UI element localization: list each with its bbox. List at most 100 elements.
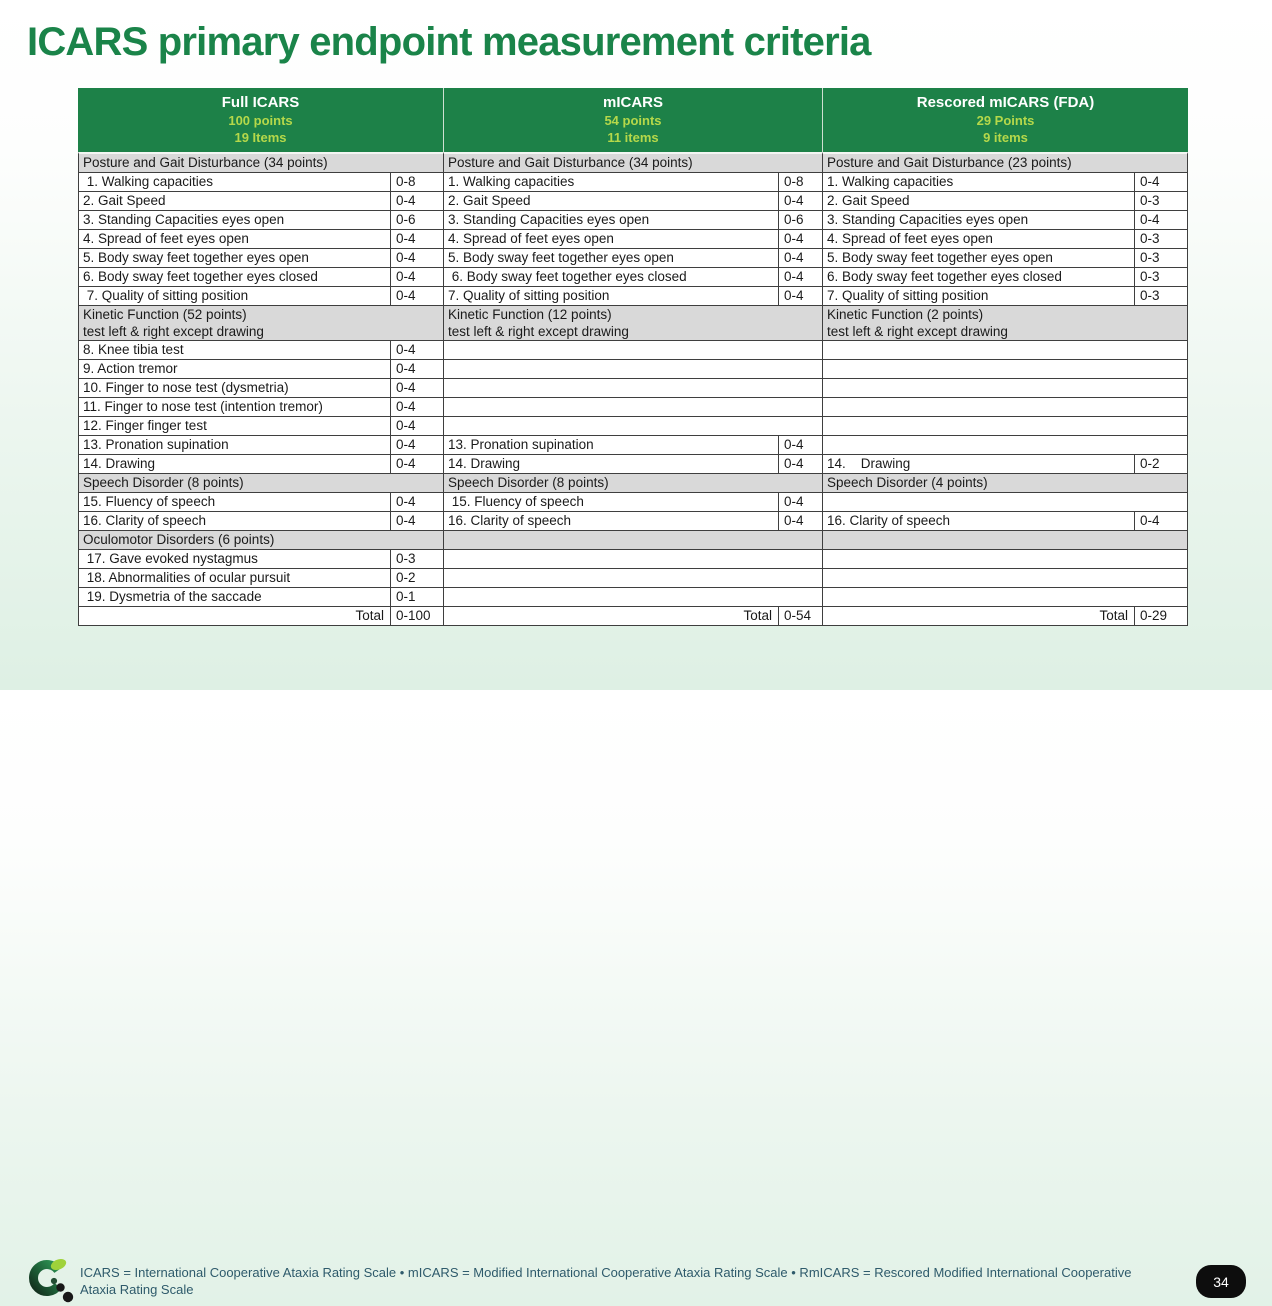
item-label: 9. Action tremor bbox=[83, 361, 178, 376]
item-label: 18. Abnormalities of ocular pursuit bbox=[83, 570, 291, 585]
item-row: 17. Gave evoked nystagmus 0-3 bbox=[79, 550, 443, 569]
item-row: 2. Gait Speed 0-4 bbox=[79, 192, 443, 211]
empty-cell bbox=[823, 417, 1187, 435]
column-title: Rescored mICARS (FDA) bbox=[916, 94, 1095, 111]
item-row: 14. Drawing 0-4 bbox=[79, 455, 443, 474]
empty-row bbox=[444, 588, 822, 607]
section-label bbox=[823, 531, 1187, 549]
total-label: Total bbox=[1099, 608, 1128, 623]
item-label: 11. Finger to nose test (intention tremo… bbox=[83, 399, 323, 414]
item-score-range: 0-2 bbox=[390, 569, 443, 587]
item-label: 6. Body sway feet together eyes closed bbox=[448, 269, 687, 284]
column-title: mICARS bbox=[602, 94, 663, 111]
item-label: 8. Knee tibia test bbox=[83, 342, 184, 357]
empty-row bbox=[444, 417, 822, 436]
item-row: 16. Clarity of speech 0-4 bbox=[823, 512, 1187, 531]
item-score-range: 0-4 bbox=[778, 455, 822, 473]
item-label: 5. Body sway feet together eyes open bbox=[448, 250, 674, 265]
empty-row bbox=[823, 569, 1187, 588]
empty-cell bbox=[823, 379, 1187, 397]
item-row: 11. Finger to nose test (intention tremo… bbox=[79, 398, 443, 417]
empty-cell bbox=[444, 341, 822, 359]
item-label: 16. Clarity of speech bbox=[448, 513, 572, 528]
section-label: Kinetic Function (12 points) test left &… bbox=[448, 307, 629, 339]
empty-cell bbox=[823, 398, 1187, 416]
item-label: 16. Clarity of speech bbox=[83, 513, 207, 528]
page-title: ICARS primary endpoint measurement crite… bbox=[27, 20, 871, 64]
item-label: 6. Body sway feet together eyes closed bbox=[827, 269, 1062, 284]
table-column-groups: Full ICARS 100 points 19 Items Posture and … bbox=[78, 88, 1188, 626]
empty-row bbox=[823, 360, 1187, 379]
column-points: 29 Points bbox=[976, 113, 1035, 128]
item-score-range: 0-4 bbox=[1134, 512, 1187, 530]
item-score-range: 0-6 bbox=[390, 211, 443, 229]
item-label: 14. Drawing bbox=[827, 456, 911, 471]
item-row: 7. Quality of sitting position 0-4 bbox=[79, 287, 443, 306]
column-points: 54 points bbox=[604, 113, 662, 128]
empty-cell bbox=[444, 588, 822, 606]
item-row: 13. Pronation supination 0-4 bbox=[444, 436, 822, 455]
item-row: 5. Body sway feet together eyes open 0-4 bbox=[444, 249, 822, 268]
abbreviation-footnote: ICARS = International Cooperative Ataxia… bbox=[80, 1264, 1180, 1298]
column-title: Full ICARS bbox=[221, 94, 300, 111]
item-row: 15. Fluency of speech 0-4 bbox=[444, 493, 822, 512]
item-label: 15. Fluency of speech bbox=[448, 494, 584, 509]
empty-cell bbox=[444, 398, 822, 416]
empty-row bbox=[444, 398, 822, 417]
item-score-range: 0-4 bbox=[390, 360, 443, 378]
item-label: 4. Spread of feet eyes open bbox=[827, 231, 993, 246]
item-score-range: 0-4 bbox=[390, 398, 443, 416]
column-item-count: 11 items bbox=[607, 130, 659, 145]
total-row: Total 0-54 bbox=[444, 607, 822, 626]
item-score-range: 0-4 bbox=[778, 512, 822, 530]
section-label: Posture and Gait Disturbance (34 points) bbox=[83, 155, 328, 170]
item-label: 5. Body sway feet together eyes open bbox=[827, 250, 1053, 265]
item-score-range: 0-4 bbox=[778, 192, 822, 210]
item-row: 16. Clarity of speech 0-4 bbox=[79, 512, 443, 531]
item-row: 2. Gait Speed 0-3 bbox=[823, 192, 1187, 211]
column-header-full-icars: Full ICARS 100 points 19 Items bbox=[78, 88, 443, 152]
item-score-range: 0-4 bbox=[390, 287, 443, 305]
item-row: 3. Standing Capacities eyes open 0-6 bbox=[79, 211, 443, 230]
item-row: 6. Body sway feet together eyes closed 0-… bbox=[79, 268, 443, 287]
item-row: 4. Spread of feet eyes open 0-4 bbox=[79, 230, 443, 249]
empty-row bbox=[444, 569, 822, 588]
item-score-range: 0-4 bbox=[390, 192, 443, 210]
item-score-range: 0-4 bbox=[390, 341, 443, 359]
item-row: 8. Knee tibia test 0-4 bbox=[79, 341, 443, 360]
item-score-range: 0-4 bbox=[390, 436, 443, 454]
empty-row bbox=[823, 398, 1187, 417]
page-number: 34 bbox=[1213, 1273, 1229, 1290]
item-label: 5. Body sway feet together eyes open bbox=[83, 250, 309, 265]
column-group-rescored-micars-fda: Rescored mICARS (FDA) 29 Points 9 items Pos… bbox=[822, 88, 1188, 626]
empty-cell bbox=[444, 550, 822, 568]
total-value: 0-54 bbox=[778, 607, 822, 625]
item-score-range: 0-8 bbox=[390, 173, 443, 191]
section-row: Oculomotor Disorders (6 points) bbox=[79, 531, 443, 550]
section-row: Posture and Gait Disturbance (34 points) bbox=[79, 154, 443, 173]
item-row: 14. Drawing 0-4 bbox=[444, 455, 822, 474]
item-label: 1. Walking capacities bbox=[827, 174, 954, 189]
item-score-range: 0-6 bbox=[778, 211, 822, 229]
item-label: 1. Walking capacities bbox=[448, 174, 575, 189]
item-label: 15. Fluency of speech bbox=[83, 494, 216, 509]
item-label: 12. Finger finger test bbox=[83, 418, 207, 433]
item-score-range: 0-4 bbox=[390, 512, 443, 530]
item-label: 13. Pronation supination bbox=[448, 437, 594, 452]
column-header-rescored-micars-fda: Rescored mICARS (FDA) 29 Points 9 items bbox=[822, 88, 1188, 152]
column-item-count: 19 Items bbox=[234, 130, 287, 145]
item-row: 3. Standing Capacities eyes open 0-4 bbox=[823, 211, 1187, 230]
column-points: 100 points bbox=[228, 113, 293, 128]
item-row: 15. Fluency of speech 0-4 bbox=[79, 493, 443, 512]
column-header-micars: mICARS 54 points 11 items bbox=[443, 88, 822, 152]
column-group-micars: mICARS 54 points 11 items Posture and Gait … bbox=[443, 88, 822, 626]
total-label: Total bbox=[743, 608, 772, 623]
item-row: 10. Finger to nose test (dysmetria) 0-4 bbox=[79, 379, 443, 398]
empty-cell bbox=[444, 417, 822, 435]
item-row: 12. Finger finger test 0-4 bbox=[79, 417, 443, 436]
item-label: 10. Finger to nose test (dysmetria) bbox=[83, 380, 289, 395]
column-body: Posture and Gait Disturbance (34 points)… bbox=[78, 152, 443, 626]
item-score-range: 0-4 bbox=[778, 230, 822, 248]
section-row bbox=[823, 531, 1187, 550]
item-label: 7. Quality of sitting position bbox=[448, 288, 610, 303]
